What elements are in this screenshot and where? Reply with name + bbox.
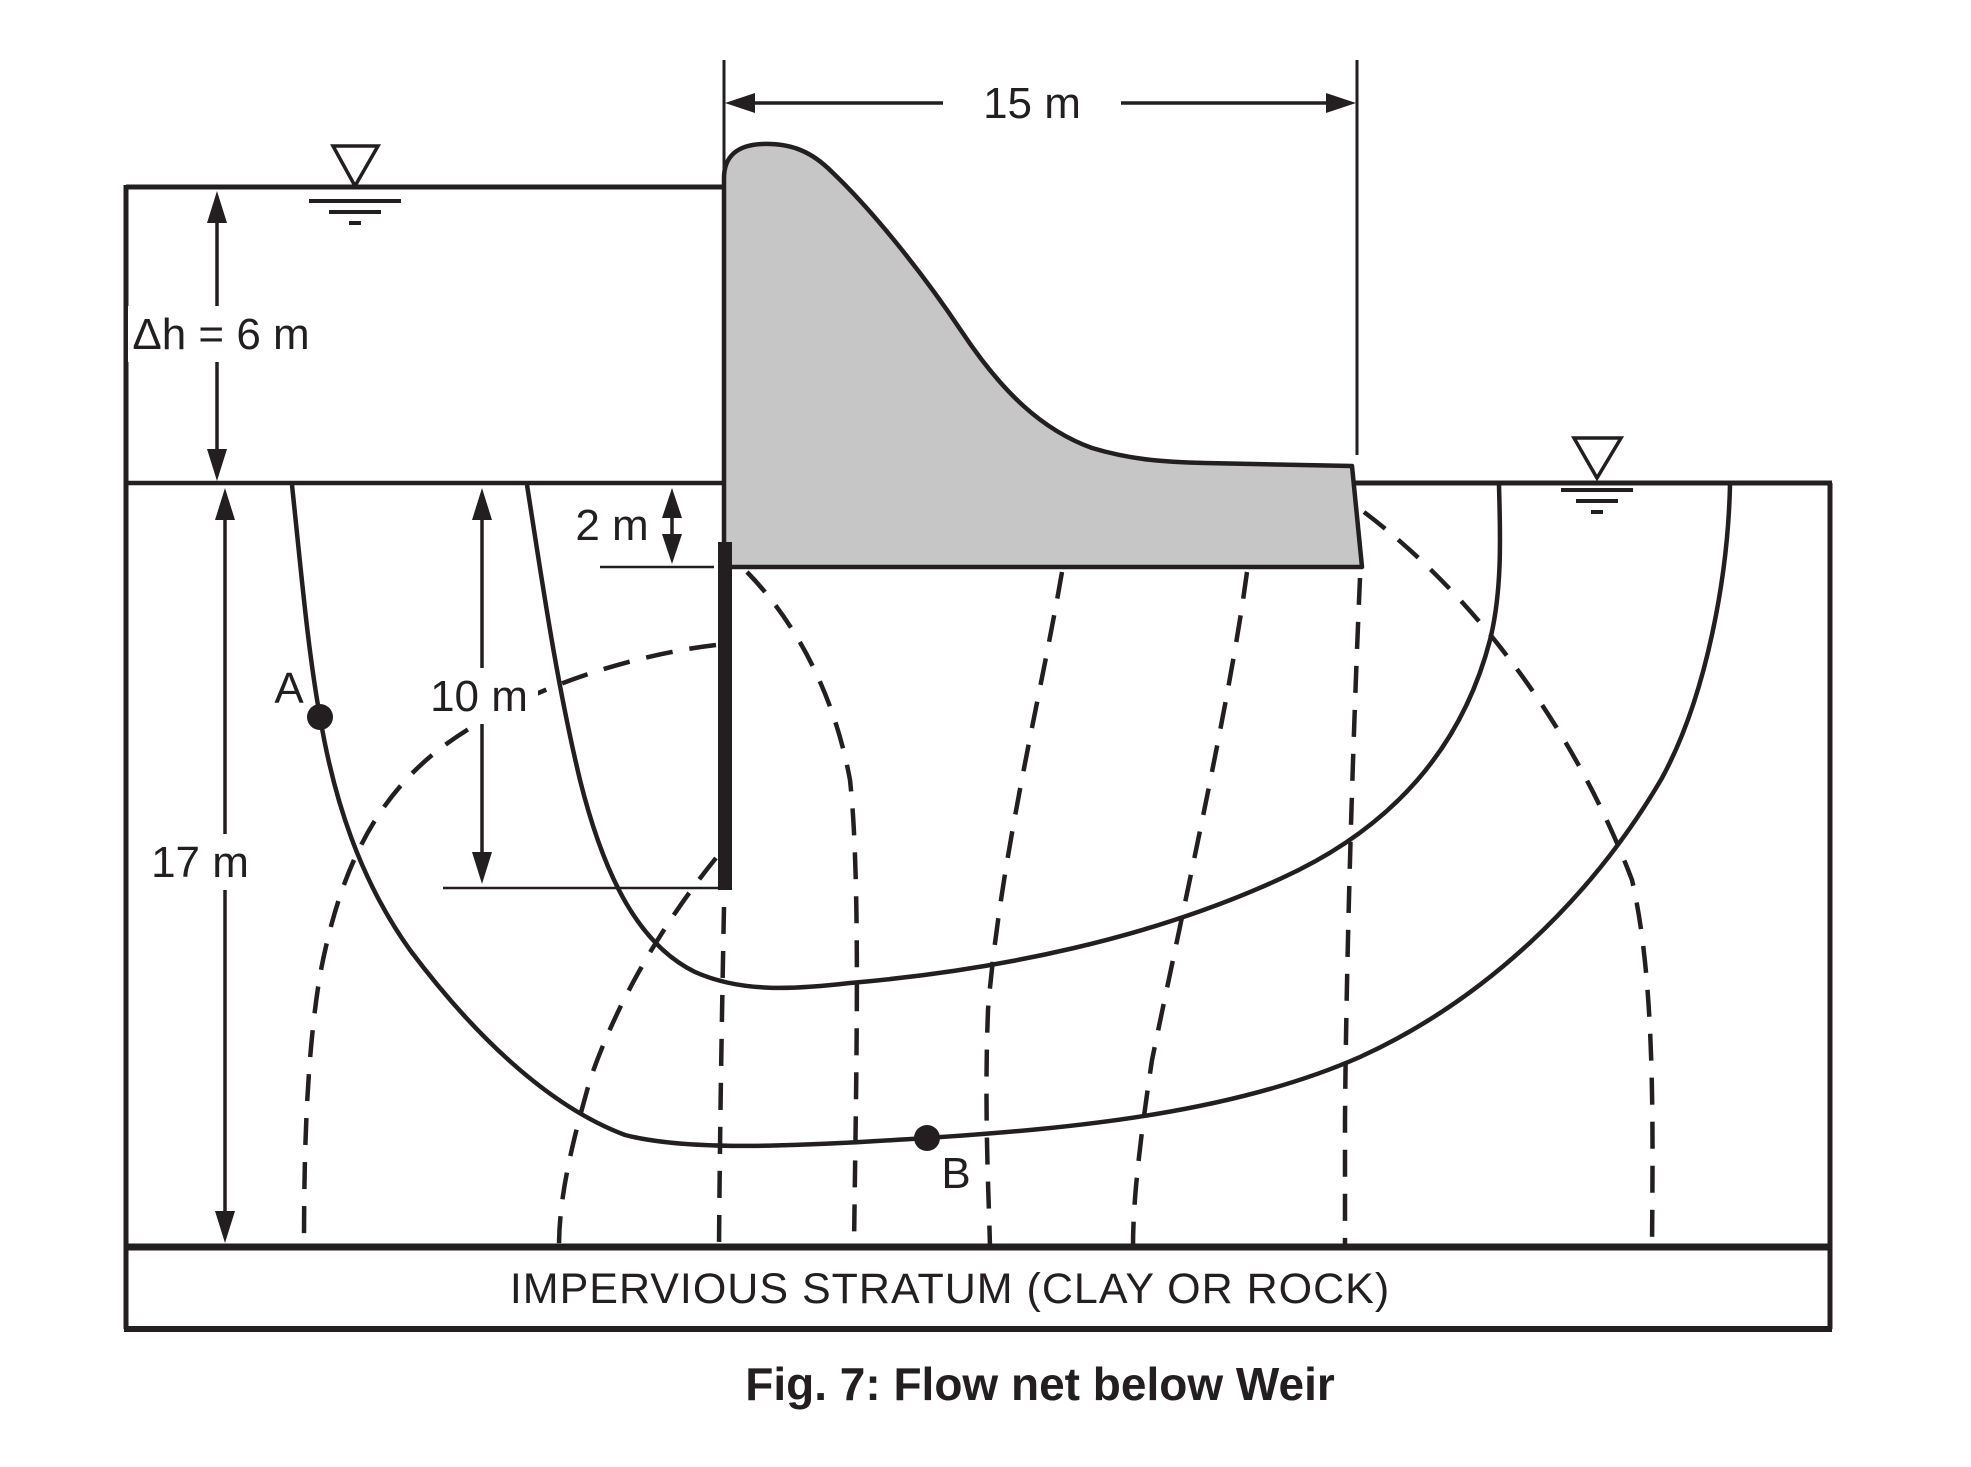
equipotential-lines bbox=[301, 510, 1655, 1248]
point-b: B bbox=[914, 1125, 971, 1198]
arrowhead-down-icon bbox=[215, 1211, 235, 1243]
point-b-label: B bbox=[941, 1149, 970, 1198]
equipotential-4 bbox=[745, 570, 860, 1248]
dimension-cutoff-depth: 10 m bbox=[420, 488, 718, 890]
flow-lines bbox=[289, 484, 1733, 1149]
figure-caption: Fig. 7: Flow net below Weir bbox=[745, 1358, 1335, 1410]
point-a: A bbox=[274, 664, 333, 730]
arrowhead-right-icon bbox=[1326, 93, 1356, 113]
equipotential-5 bbox=[984, 571, 1065, 1248]
dimension-stratum-depth: 17 m bbox=[130, 488, 270, 1243]
boundary-lines bbox=[123, 184, 1833, 1332]
point-b-dot bbox=[914, 1125, 940, 1151]
water-triangle-icon bbox=[330, 144, 382, 190]
water-triangle-icon bbox=[1570, 436, 1625, 482]
point-a-dot bbox=[307, 704, 333, 730]
weir-body bbox=[721, 141, 1365, 570]
head-difference-label: Δh = 6 m bbox=[132, 310, 309, 359]
crest-width-label: 15 m bbox=[983, 79, 1081, 128]
dam-embedment-label: 2 m bbox=[575, 501, 648, 550]
arrowhead-down-icon bbox=[472, 852, 492, 884]
upstream-water-level-icon bbox=[309, 144, 401, 225]
cutoff-depth-label: 10 m bbox=[430, 672, 528, 721]
equipotential-1 bbox=[301, 642, 717, 1248]
dimension-dam-embedment: 2 m bbox=[575, 488, 714, 569]
dimension-crest-width: 15 m bbox=[722, 60, 1359, 455]
equipotential-3 bbox=[716, 906, 727, 1248]
arrowhead-up-icon bbox=[472, 488, 492, 520]
arrowhead-up-icon bbox=[207, 191, 227, 223]
equipotential-2 bbox=[556, 856, 718, 1248]
arrowhead-up-icon bbox=[662, 488, 682, 518]
flow-line-outer bbox=[289, 484, 1733, 1149]
arrowhead-left-icon bbox=[725, 93, 755, 113]
dimension-head-difference: Δh = 6 m bbox=[128, 191, 314, 481]
arrowhead-down-icon bbox=[662, 534, 682, 564]
downstream-water-level-icon bbox=[1561, 436, 1633, 514]
sheet-pile-cutoff bbox=[718, 542, 732, 890]
equipotential-7 bbox=[1342, 577, 1363, 1247]
impervious-stratum-label: IMPERVIOUS STRATUM (CLAY OR ROCK) bbox=[510, 1265, 1390, 1313]
equipotential-6 bbox=[1130, 571, 1250, 1248]
stratum-depth-label: 17 m bbox=[151, 838, 249, 887]
flow-line-inner bbox=[524, 484, 1503, 991]
equipotential-8 bbox=[1362, 510, 1655, 1248]
arrowhead-up-icon bbox=[215, 488, 235, 520]
arrowhead-down-icon bbox=[207, 449, 227, 481]
point-a-label: A bbox=[274, 664, 304, 713]
